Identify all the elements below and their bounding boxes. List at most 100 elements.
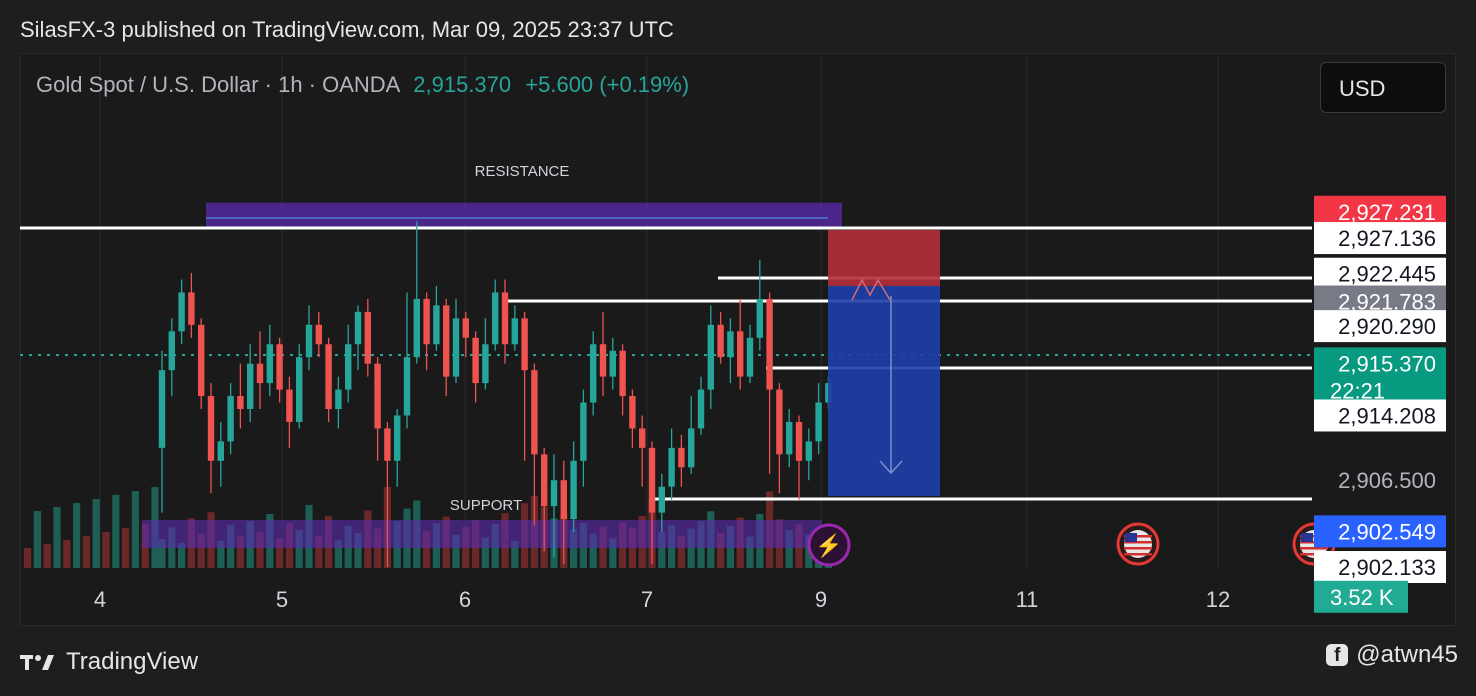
candle-body	[364, 311, 371, 364]
price-label-box	[1314, 310, 1446, 343]
candle-body	[727, 331, 734, 358]
resistance-zone	[206, 202, 842, 229]
us-flag-stripe	[1124, 553, 1152, 556]
volume-bar	[158, 539, 166, 568]
price-label: 2,914.208	[1338, 403, 1436, 428]
candle-body	[227, 396, 234, 442]
candle-body	[521, 318, 528, 371]
volume-bar	[295, 530, 303, 568]
candle-body	[786, 421, 793, 455]
candle-body	[756, 298, 763, 338]
x-tick-label: 9	[815, 587, 827, 612]
publication-header: SilasFX-3 published on TradingView.com, …	[20, 17, 674, 42]
candle-body	[629, 396, 636, 429]
candle-body	[423, 298, 430, 345]
x-tick-label: 4	[94, 587, 106, 612]
currency-button[interactable]: USD	[1320, 62, 1446, 113]
tradingview-logo: TradingView	[20, 648, 198, 676]
candle-body	[443, 305, 450, 377]
candle-body	[511, 318, 518, 345]
candle-body	[668, 447, 675, 487]
volume-bar	[423, 531, 431, 568]
candle-body	[609, 350, 616, 377]
us-flag-canton	[1301, 533, 1313, 542]
candle-body	[766, 298, 773, 390]
volume-bar	[658, 532, 666, 568]
volume-bar	[785, 530, 793, 568]
price-change: +5.600 (+0.19%)	[525, 72, 690, 97]
volume-bar	[92, 499, 100, 568]
candle-body	[374, 363, 381, 429]
x-tick-label: 11	[1016, 587, 1039, 612]
volume-bar	[687, 528, 695, 568]
volume-bar	[131, 491, 139, 568]
volume-bar	[236, 536, 244, 568]
x-tick-label: 5	[276, 587, 288, 612]
volume-bar	[589, 533, 597, 568]
candle-body	[217, 441, 224, 461]
candle-body	[531, 370, 538, 455]
candle-body	[315, 324, 322, 345]
volume-bar	[43, 544, 51, 568]
resistance-label: RESISTANCE	[475, 163, 570, 180]
volume-bar	[609, 538, 617, 568]
price-label-box	[1314, 515, 1446, 548]
candle-body	[805, 441, 812, 461]
volume-bar	[511, 541, 519, 568]
candle-body	[717, 324, 724, 358]
candle-body	[266, 344, 273, 384]
candle-body	[413, 298, 420, 358]
candle-body	[560, 480, 567, 520]
volume-bar	[197, 533, 205, 568]
lightning-icon	[807, 523, 851, 567]
candle-body	[795, 421, 803, 461]
last-price: 2,915.370	[413, 72, 512, 97]
author-handle[interactable]: f @atwn45	[1326, 641, 1458, 669]
volume-bar	[717, 532, 725, 568]
volume-bar	[354, 532, 362, 568]
volume-bar	[82, 536, 90, 568]
us-flag-stripe	[1300, 547, 1328, 550]
grid	[99, 55, 1219, 568]
candle-body	[207, 396, 215, 461]
volume-bar	[102, 532, 110, 568]
volume-bar	[53, 507, 61, 568]
candle-body	[580, 402, 587, 461]
candle-body	[276, 344, 283, 390]
candle-body	[492, 292, 499, 345]
candle-body	[237, 396, 244, 410]
symbol-title[interactable]: Gold Spot / U.S. Dollar · 1h · OANDA	[36, 72, 400, 97]
volume-bar	[315, 535, 323, 568]
price-label-box	[1314, 551, 1446, 583]
volume-bar	[452, 534, 460, 568]
x-tick-label: 6	[459, 587, 471, 612]
candle-body	[452, 318, 460, 377]
price-label-box	[1314, 347, 1446, 408]
volume-bar	[122, 528, 130, 568]
candle-body	[335, 389, 342, 410]
support-zone	[142, 520, 822, 548]
candle-body	[688, 428, 695, 468]
candle-body	[256, 363, 264, 384]
candle-body	[168, 331, 175, 371]
candle-body	[619, 350, 626, 397]
price-label-box	[1314, 257, 1446, 290]
price-label: 2,927.136	[1338, 226, 1436, 251]
candle-body	[286, 389, 293, 422]
candle-body	[707, 324, 714, 390]
candle-body	[403, 357, 411, 416]
x-tick-label: 12	[1206, 587, 1230, 612]
x-tick-label: 7	[641, 587, 653, 612]
price-label-box	[1314, 580, 1408, 613]
candle-body	[550, 480, 558, 507]
candle-body	[305, 324, 313, 358]
countdown-label: 22:21	[1330, 378, 1385, 403]
candle-body	[815, 402, 822, 442]
candle-body	[394, 415, 401, 461]
us-flag-stripe	[1124, 535, 1152, 538]
price-scale-labels: 2,927.2312,927.1362,922.4452,921.7832,92…	[1314, 195, 1446, 613]
volume-bar	[112, 495, 120, 568]
price-label: 2,902.549	[1338, 519, 1436, 544]
candle-body	[247, 363, 254, 410]
candles	[158, 221, 832, 567]
